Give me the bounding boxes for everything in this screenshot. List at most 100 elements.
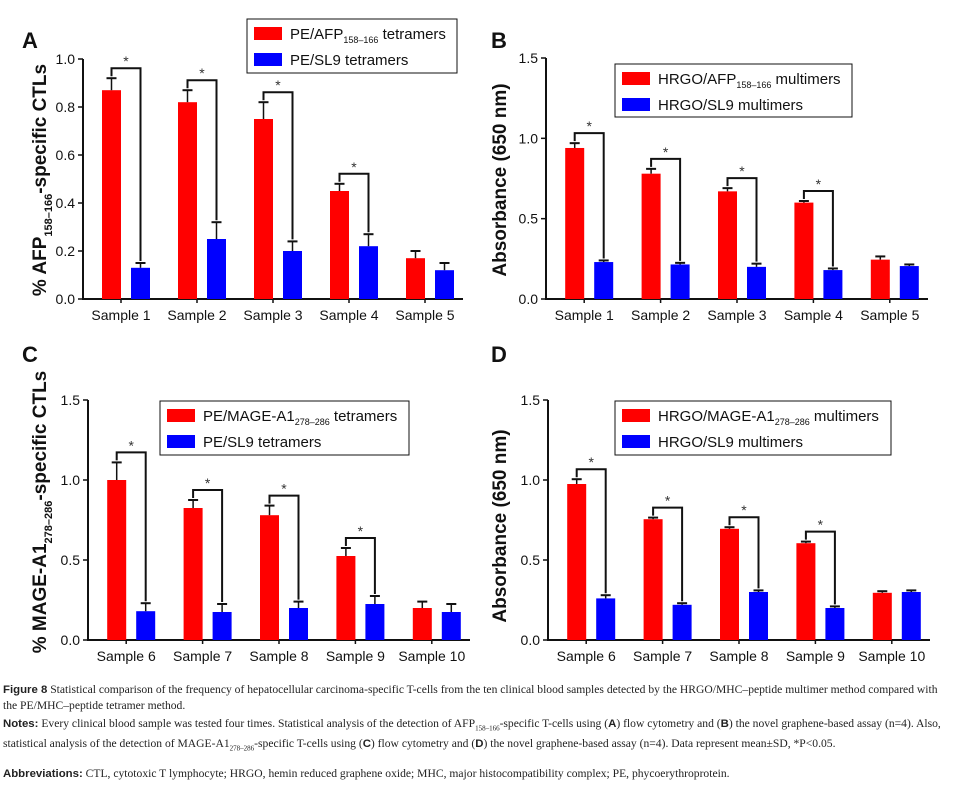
y-tick-label: 0.0 bbox=[56, 291, 76, 307]
bar-red bbox=[107, 480, 127, 640]
legend-label: PE/SL9 tetramers bbox=[203, 434, 321, 451]
figure-caption-text: Statistical comparison of the frequency … bbox=[3, 683, 938, 712]
y-tick-label: 1.0 bbox=[61, 472, 81, 488]
x-tick-label: Sample 5 bbox=[395, 307, 454, 323]
y-tick-label: 0.5 bbox=[521, 552, 541, 568]
bar-blue bbox=[823, 270, 843, 299]
bar-blue bbox=[136, 611, 156, 640]
bar-red bbox=[254, 119, 273, 299]
x-tick-label: Sample 6 bbox=[557, 648, 616, 664]
legend-label: HRGO/MAGE-A1278–286 multimers bbox=[658, 408, 879, 427]
y-axis-title: Absorbance (650 nm) bbox=[490, 429, 511, 622]
bar-red bbox=[641, 173, 661, 299]
x-tick-label: Sample 3 bbox=[707, 307, 766, 323]
y-axis-title: % AFP158–166-specific CTLs bbox=[30, 64, 55, 296]
bar-red bbox=[565, 147, 585, 299]
y-axis-title-subscript: 278–286 bbox=[43, 501, 55, 544]
bar-red bbox=[872, 592, 892, 640]
significance-star: * bbox=[358, 523, 364, 539]
x-tick-label: Sample 2 bbox=[631, 307, 690, 323]
significance-bracket bbox=[802, 189, 834, 267]
bar-blue bbox=[747, 266, 766, 299]
y-axis-title-subscript: 158–166 bbox=[43, 194, 55, 237]
legend-swatch-red bbox=[254, 27, 282, 40]
bar-blue bbox=[899, 266, 919, 299]
figure-caption: Figure 8 Statistical comparison of the f… bbox=[3, 682, 953, 714]
y-tick-label: 0.4 bbox=[56, 195, 76, 211]
legend-label-suffix: tetramers bbox=[330, 408, 398, 425]
notes: Notes: Every clinical blood sample was t… bbox=[3, 716, 953, 757]
bar-red bbox=[260, 515, 279, 640]
y-axis-title-main: Absorbance (650 nm) bbox=[490, 83, 511, 276]
significance-star: * bbox=[123, 53, 129, 69]
significance-bracket bbox=[726, 177, 758, 262]
significance-bracket bbox=[186, 79, 218, 221]
y-tick-label: 1.0 bbox=[56, 51, 76, 67]
bar-red bbox=[796, 543, 816, 640]
bar-red bbox=[718, 191, 737, 299]
abbreviations-text: CTL, cytotoxic T lymphocyte; HRGO, hemin… bbox=[82, 767, 730, 780]
legend-label-main: PE/SL9 tetramers bbox=[203, 434, 321, 451]
bar-blue bbox=[825, 608, 845, 640]
notes-panel-ref: D bbox=[475, 738, 484, 751]
figure-canvas: A0.00.20.40.60.81.0% AFP158–166-specific… bbox=[22, 18, 930, 664]
x-tick-label: Sample 9 bbox=[326, 648, 385, 664]
legend-label-main: PE/SL9 tetramers bbox=[290, 52, 408, 69]
legend-label: PE/SL9 tetramers bbox=[290, 52, 408, 69]
legend-label-main: HRGO/AFP bbox=[658, 71, 736, 88]
legend-label: HRGO/SL9 multimers bbox=[658, 97, 803, 114]
significance-bracket bbox=[115, 451, 147, 602]
notes-subscript: 158–166 bbox=[475, 724, 500, 733]
y-tick-label: 0.0 bbox=[61, 632, 81, 648]
legend-box bbox=[614, 63, 853, 118]
legend-swatch-blue bbox=[254, 53, 282, 66]
chart-panel-b: B 0.0 0.5 1.0 1.5 Absorbance (650 nm) Sample 1… bbox=[490, 28, 928, 323]
notes-subscript: 278–286 bbox=[229, 744, 255, 753]
significance-star: * bbox=[818, 517, 824, 533]
legend-label-suffix: multimers bbox=[771, 71, 840, 88]
bar-red bbox=[178, 102, 197, 299]
y-axis-title-suffix: -specific CTLs bbox=[30, 371, 51, 501]
significance-bracket bbox=[652, 506, 684, 602]
notes-text: ) the novel graphene-based assay (n=4). … bbox=[483, 737, 836, 751]
significance-bracket bbox=[804, 530, 836, 605]
significance-bracket bbox=[192, 489, 224, 602]
legend-swatch-red bbox=[622, 409, 650, 422]
significance-bracket bbox=[573, 132, 605, 259]
x-tick-label: Sample 10 bbox=[858, 648, 925, 664]
y-tick-label: 1.0 bbox=[519, 130, 539, 146]
figure-label: Figure 8 bbox=[3, 684, 48, 696]
y-tick-label: 1.0 bbox=[521, 472, 541, 488]
bar-blue bbox=[435, 270, 454, 299]
legend-swatch-blue bbox=[622, 98, 650, 111]
bar-red bbox=[330, 191, 349, 299]
bar-red bbox=[794, 202, 814, 299]
legend-box bbox=[159, 400, 410, 456]
x-tick-label: Sample 8 bbox=[709, 648, 768, 664]
bar-red bbox=[567, 484, 587, 640]
significance-star: * bbox=[275, 77, 281, 93]
y-tick-label: 0.0 bbox=[519, 291, 539, 307]
x-tick-label: Sample 6 bbox=[97, 648, 156, 664]
y-tick-label: 0.0 bbox=[521, 632, 541, 648]
notes-panel-ref: C bbox=[362, 738, 371, 751]
notes-text: ) flow cytometry and ( bbox=[616, 717, 721, 730]
legend-label-suffix: multimers bbox=[810, 408, 879, 425]
y-axis-title-main: Absorbance (650 nm) bbox=[490, 429, 511, 622]
notes-panel-ref: A bbox=[608, 718, 617, 730]
legend-label-subscript: 158–166 bbox=[736, 80, 771, 90]
y-tick-label: 0.5 bbox=[519, 211, 539, 227]
notes-text: ) flow cytometry and ( bbox=[370, 737, 476, 751]
legend-swatch-red bbox=[622, 72, 650, 85]
x-tick-label: Sample 7 bbox=[633, 648, 692, 664]
y-axis-title-suffix: -specific CTLs bbox=[30, 64, 51, 194]
legend-swatch-red bbox=[167, 409, 195, 422]
bar-blue bbox=[672, 604, 692, 640]
x-tick-label: Sample 1 bbox=[91, 307, 150, 323]
bar-red bbox=[412, 608, 432, 640]
significance-bracket bbox=[344, 537, 376, 594]
significance-star: * bbox=[199, 65, 205, 81]
significance-star: * bbox=[351, 159, 357, 175]
y-tick-label: 0.2 bbox=[56, 243, 76, 259]
legend-label-main: PE/AFP bbox=[290, 26, 343, 43]
